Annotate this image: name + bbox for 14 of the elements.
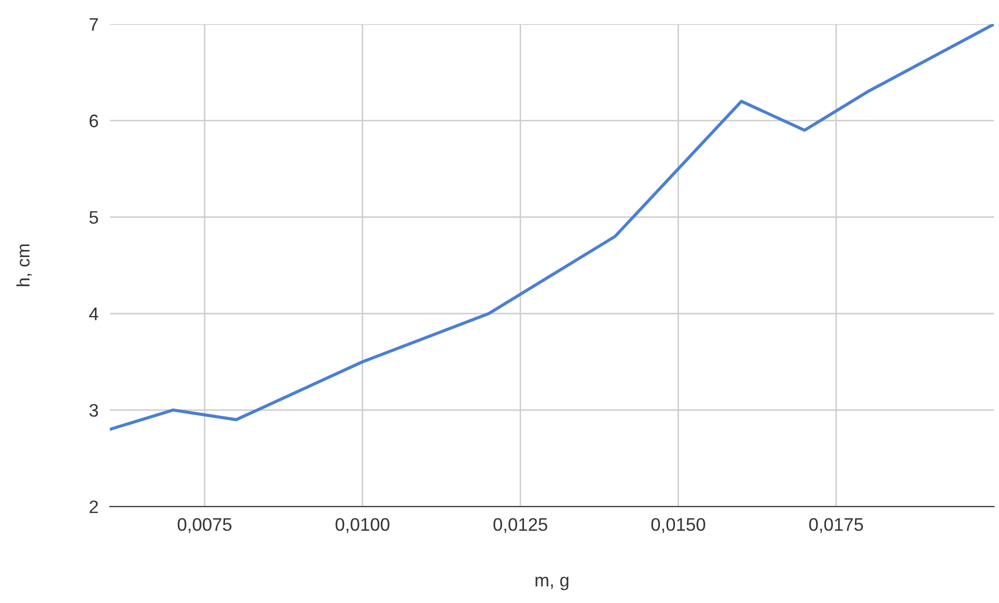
x-tick-label: 0,0075 [178,518,232,534]
y-axis-title: h, cm [16,244,32,286]
x-axis-title: m, g [536,576,568,590]
x-tick-label: 0,0125 [493,518,548,534]
x-tick-label: 0,0100 [336,518,390,534]
x-tick-label: 0,0175 [809,518,863,534]
y-tick-label: 6 [90,114,98,128]
y-tick-label: 4 [89,308,98,320]
y-tick-label: 2 [90,500,98,514]
y-tick-label: 3 [89,404,98,417]
y-tick-label: 5 [89,211,98,224]
y-tick-label: 7 [90,18,98,31]
x-tick-label: 0,0150 [651,518,706,534]
line-series [110,24,994,431]
